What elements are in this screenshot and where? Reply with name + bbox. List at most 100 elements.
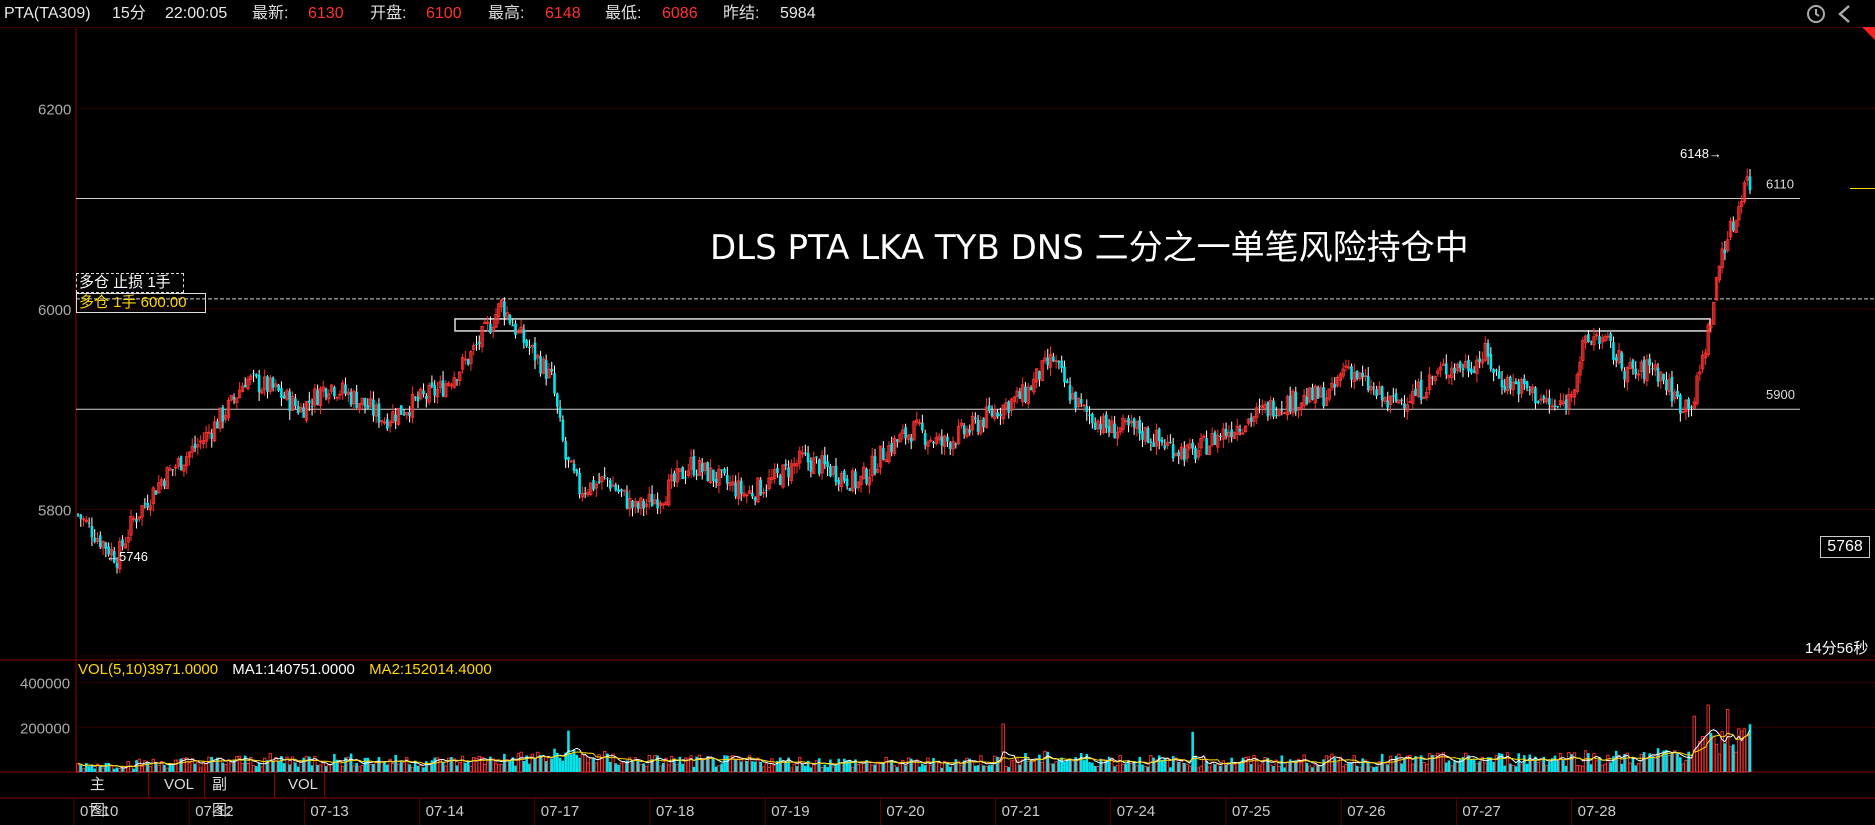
candle-body <box>1419 379 1423 400</box>
volume-bar <box>344 757 347 772</box>
candle-body <box>787 467 790 478</box>
volume-bar <box>946 762 949 772</box>
volume-bar <box>263 757 267 773</box>
volume-bar <box>1623 753 1626 772</box>
volume-bar <box>839 762 844 773</box>
candle-body <box>1135 420 1139 429</box>
volume-bar <box>1394 755 1398 772</box>
date-tick-label: 07-17 <box>541 803 579 820</box>
candle-body <box>1185 444 1189 459</box>
candle-body <box>109 548 114 556</box>
candle-body <box>689 457 693 470</box>
volume-bar <box>1052 763 1055 772</box>
volume-bar <box>1021 759 1025 773</box>
candle-body <box>765 489 768 491</box>
volume-bar <box>1500 753 1504 772</box>
candle-body <box>1575 374 1579 392</box>
main-indicator-tab[interactable]: VOL <box>164 776 195 793</box>
volume-bar <box>1684 759 1688 773</box>
volume-bar <box>608 761 612 772</box>
volume-bar <box>759 761 763 772</box>
candle-body <box>851 470 855 492</box>
volume-bar <box>1706 704 1710 773</box>
candle-body <box>310 406 314 408</box>
candle-body <box>1154 429 1159 447</box>
candle-body <box>1522 378 1526 385</box>
volume-bar <box>764 762 768 773</box>
position-order-tag[interactable]: 多仓 1手 600.00 <box>76 293 206 313</box>
ma2-legend-value: MA2:152014.4000 <box>369 661 492 678</box>
corner-marker <box>1862 27 1875 40</box>
candle-body <box>1690 406 1693 408</box>
volume-bar <box>876 761 880 773</box>
candle-body <box>669 474 674 482</box>
candle-body <box>558 407 562 418</box>
volume-bar <box>1544 764 1549 773</box>
volume-bar <box>1726 709 1730 773</box>
volume-bar <box>787 757 790 772</box>
candle-body <box>1737 206 1741 221</box>
volume-bar <box>1472 758 1476 772</box>
volume-bar <box>1352 755 1356 773</box>
candle-body <box>173 466 178 469</box>
candle-body <box>700 463 704 473</box>
volume-bar <box>204 762 208 773</box>
volume-bar <box>1121 764 1125 773</box>
candle-body <box>212 421 217 442</box>
volume-bar <box>1631 757 1635 772</box>
volume-bar <box>1099 758 1103 772</box>
candle-body <box>1038 371 1041 380</box>
candle-body <box>878 445 883 468</box>
volume-bar <box>1316 765 1320 772</box>
clock-icon[interactable] <box>1806 4 1826 24</box>
volume-bar <box>1679 757 1682 772</box>
volume-bar <box>1205 760 1208 772</box>
candle-body <box>246 378 250 390</box>
volume-bar <box>962 760 966 772</box>
volume-bar <box>1603 763 1607 773</box>
low-value: 6086 <box>662 5 698 22</box>
candle-body <box>1096 420 1100 429</box>
volume-bar <box>1018 764 1022 772</box>
candle-body <box>823 455 827 464</box>
candle-body <box>800 452 805 455</box>
sub-indicator-tab[interactable]: VOL <box>288 776 319 793</box>
candle-body <box>1338 373 1343 381</box>
volume-bar <box>1375 766 1378 772</box>
volume-bar <box>968 758 972 772</box>
chevron-left-icon[interactable] <box>1836 4 1854 24</box>
volume-bar <box>296 766 300 772</box>
candle-body <box>681 467 685 479</box>
volume-bar <box>173 759 178 773</box>
candle-body <box>1461 368 1465 371</box>
volume-bar <box>564 752 567 772</box>
volume-bar <box>1617 754 1621 773</box>
candle-body <box>1277 408 1281 416</box>
candle-body <box>399 405 403 415</box>
candle-body <box>720 469 724 471</box>
candle-body <box>1252 416 1256 422</box>
candle-body <box>578 472 581 495</box>
candle-body <box>1294 391 1298 412</box>
candle-body <box>1687 399 1690 410</box>
volume-bar <box>1612 756 1615 772</box>
volume-bar <box>1115 764 1120 773</box>
candle-body <box>499 299 504 308</box>
candle-body <box>1079 398 1083 404</box>
candle-body <box>193 443 197 449</box>
candle-body <box>480 326 484 348</box>
candle-body <box>522 329 526 343</box>
candle-body <box>1497 371 1501 379</box>
volume-bar <box>260 766 264 773</box>
candle-body <box>932 442 935 444</box>
volume-bar <box>895 767 899 772</box>
candle-body <box>1230 429 1233 438</box>
candle-body <box>934 437 938 444</box>
candle-body <box>396 407 401 425</box>
candle-body <box>1026 386 1030 404</box>
stop-loss-order-tag[interactable]: 多仓 止损 1手 <box>76 273 184 293</box>
volume-bar <box>302 757 306 772</box>
candle-body <box>1489 353 1493 370</box>
candle-body <box>561 419 565 441</box>
